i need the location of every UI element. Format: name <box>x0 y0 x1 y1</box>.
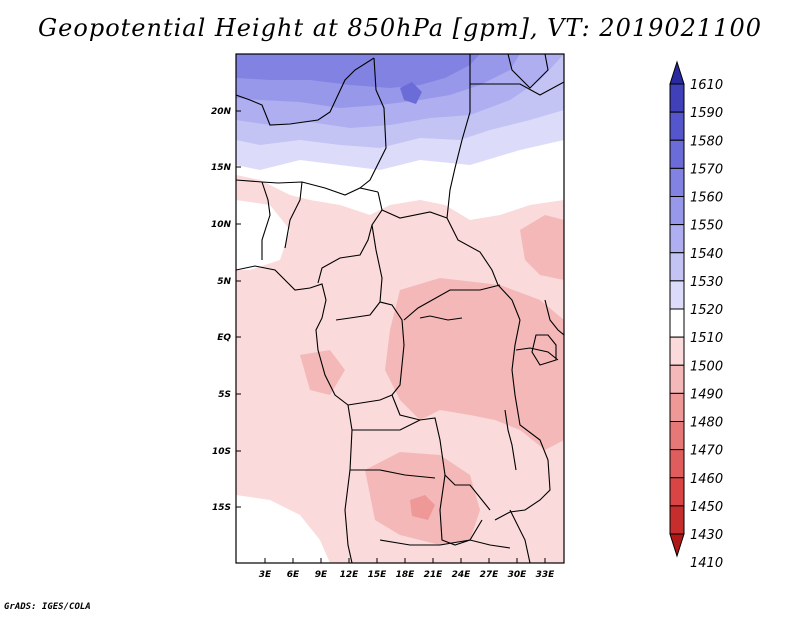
colorbar-label: 1490 <box>690 387 723 402</box>
colorbar-label: 1570 <box>690 162 723 177</box>
lat-label-5s: 5S <box>218 390 231 400</box>
lon-label-6e: 6E <box>287 570 300 580</box>
colorbar-label: 1500 <box>690 359 723 374</box>
contour-1490-east <box>520 215 564 280</box>
lon-label-33e: 33E <box>536 570 556 580</box>
footer-credit: GrADS: IGES/COLA <box>4 602 91 612</box>
contour-1560 <box>236 54 480 88</box>
colorbar-label: 1450 <box>690 500 723 515</box>
colorbar-label: 1410 <box>690 556 723 571</box>
colorbar-cell <box>669 83 685 113</box>
colorbar-label: 1590 <box>690 106 723 121</box>
colorbar-cell <box>669 167 685 197</box>
lat-label-5n: 5N <box>217 277 231 287</box>
colorbar-cell <box>669 505 685 535</box>
colorbar-label: 1430 <box>690 528 723 543</box>
contour-1510-sw <box>236 495 330 563</box>
colorbar-label: 1580 <box>690 134 723 149</box>
lon-label-30e: 30E <box>508 570 528 580</box>
colorbar-label: 1610 <box>690 78 723 93</box>
lon-label-15e: 15E <box>368 570 388 580</box>
lat-label-15s: 15S <box>212 503 231 513</box>
map-title: Geopotential Height at 850hPa [gpm], VT:… <box>38 14 762 42</box>
colorbar-cell <box>669 224 685 254</box>
contour-1510-nw <box>236 200 290 270</box>
lat-label-20n: 20N <box>211 107 232 117</box>
lon-label-12e: 12E <box>340 570 360 580</box>
colorbar-cell <box>669 336 685 366</box>
colorbar-label: 1540 <box>690 247 723 262</box>
contour-1480-south <box>410 495 435 520</box>
colorbar-label: 1560 <box>690 191 723 206</box>
colorbar-cell <box>669 196 685 226</box>
colorbar-cell <box>669 139 685 169</box>
lon-label-18e: 18E <box>396 570 416 580</box>
colorbar-label: 1460 <box>690 472 723 487</box>
colorbar-label: 1480 <box>690 416 723 431</box>
colorbar-top-triangle <box>669 60 685 85</box>
lat-axis: 20N 15N 10N 5N EQ 5S 10S 15S <box>211 107 241 513</box>
colorbar-cell <box>669 421 685 451</box>
colorbar-cell <box>669 308 685 338</box>
colorbar-cell <box>669 280 685 310</box>
lat-label-10s: 10S <box>212 447 231 457</box>
lon-label-27e: 27E <box>480 570 500 580</box>
colorbar-label: 1550 <box>690 219 723 234</box>
colorbar-cell <box>669 449 685 479</box>
contour-1490-west <box>300 350 345 395</box>
colorbar-cell <box>669 111 685 141</box>
colorbar: 1610 1590 1580 1570 1560 1550 1540 1530 1520 1510… <box>669 60 723 571</box>
colorbar-label: 1520 <box>690 303 723 318</box>
lat-label-15n: 15N <box>211 163 232 173</box>
lon-label-9e: 9E <box>315 570 328 580</box>
lon-label-24e: 24E <box>452 570 472 580</box>
colorbar-label: 1470 <box>690 444 723 459</box>
lat-label-10n: 10N <box>211 220 232 230</box>
lon-label-3e: 3E <box>259 570 272 580</box>
height-field <box>236 54 564 563</box>
coastlines-borders <box>236 54 564 563</box>
colorbar-label: 1510 <box>690 331 723 346</box>
colorbar-cell <box>669 252 685 282</box>
colorbar-cell <box>669 477 685 507</box>
colorbar-bottom-triangle <box>669 533 685 558</box>
colorbar-cell <box>669 364 685 394</box>
map-frame <box>235 53 565 564</box>
colorbar-label: 1530 <box>690 275 723 290</box>
contour-1570 <box>400 82 422 104</box>
lon-label-21e: 21E <box>424 570 444 580</box>
lat-label-eq: EQ <box>217 333 231 343</box>
colorbar-cell <box>669 392 685 422</box>
lon-axis: 3E 6E 9E 12E 15E 18E 21E 24E 27E 30E 33E <box>259 558 555 580</box>
